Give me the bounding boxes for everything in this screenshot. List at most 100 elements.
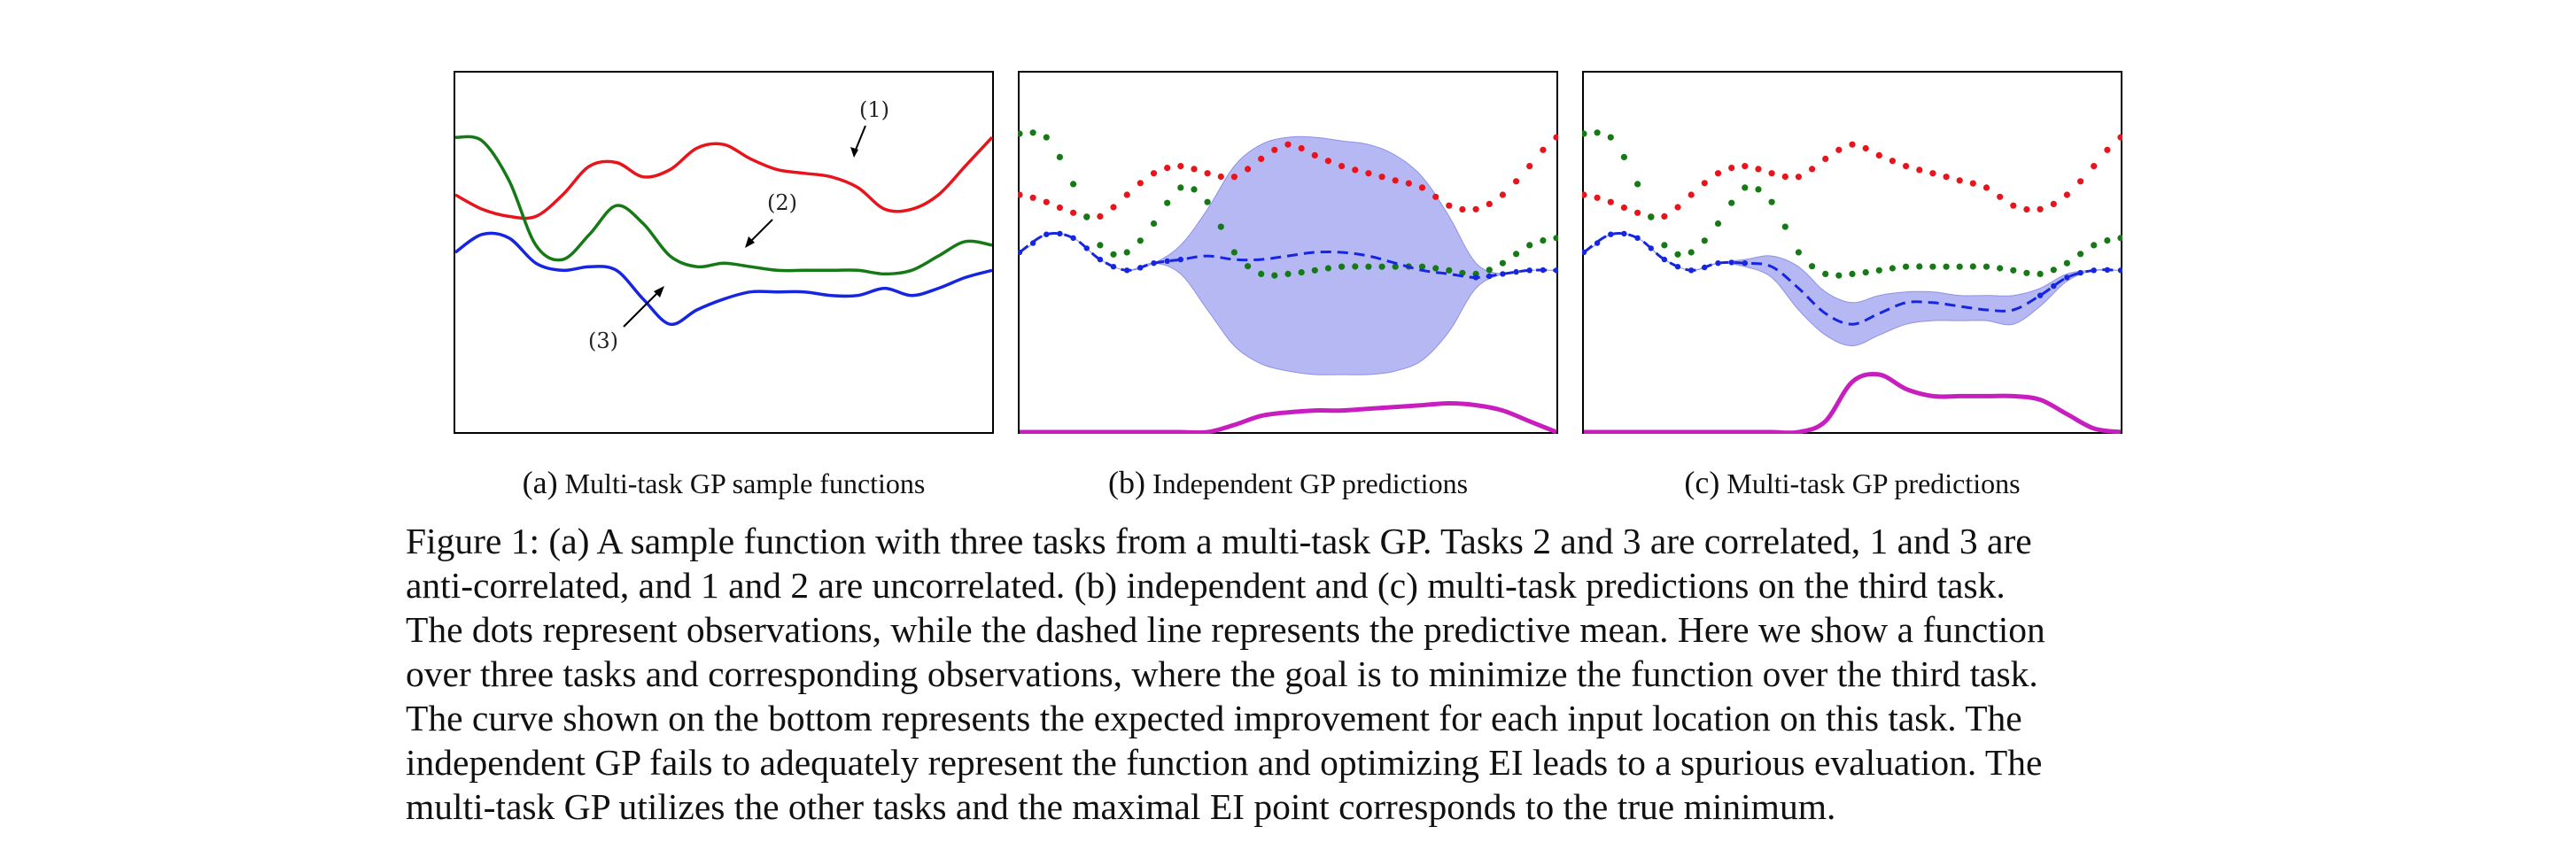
subcaption-c-text: Multi-task GP predictions: [1726, 468, 2021, 499]
annotation-label-2: (2): [767, 190, 797, 215]
task-3-observation-dot: [1057, 230, 1063, 237]
task-1-observation-dot: [1943, 174, 1950, 181]
task-1-observation-dot: [2010, 202, 2017, 209]
task-2-observation-dot: [1123, 249, 1130, 256]
task-2-observation-dot: [1969, 263, 1976, 270]
task-1-observation-dot: [1849, 141, 1856, 148]
task-2-observation-dot: [1204, 198, 1211, 205]
task-2-observation-dot: [1728, 199, 1735, 206]
task-2-observation-dot: [2117, 235, 2122, 242]
task-2-observation-dot: [1903, 263, 1910, 270]
task-2-observation-dot: [1795, 249, 1802, 256]
task-1-observation-dot: [1607, 198, 1614, 205]
predictive-mean-line: [1583, 232, 2122, 326]
task-3-observation-dot: [1164, 258, 1170, 265]
task-2-observation-dot: [1607, 134, 1614, 141]
task-2-observation-dot: [1809, 263, 1816, 270]
task-1-observation-dot: [1620, 204, 1627, 212]
task-1-observation-dot: [1392, 177, 1399, 184]
task-1-observation-dot: [1245, 166, 1252, 173]
task-2-observation-dot: [1392, 263, 1399, 270]
task-2-observation-dot: [2077, 251, 2084, 258]
task-2-observation-dot: [1298, 269, 1305, 276]
task-3-observation-dot: [2064, 274, 2070, 281]
task-1-observation-dot: [1191, 166, 1198, 173]
task-1-observation-dot: [1365, 170, 1372, 177]
task-1-observation-dot: [2104, 146, 2111, 153]
caption-line: over three tasks and corresponding obser…: [406, 653, 2038, 694]
panel-c-plot: [1582, 71, 2122, 434]
predictive-mean-line: [1019, 232, 1557, 279]
task-3-observation-dot: [1621, 230, 1627, 237]
subcaption-b: (b) Independent GP predictions: [1018, 464, 1558, 501]
task-2-observation-dot: [1177, 184, 1184, 191]
task-1-observation-dot: [1553, 134, 1558, 141]
task-1-observation-dot: [1903, 163, 1910, 170]
task-2-observation-dot: [1499, 259, 1506, 267]
annotation-3: (3): [588, 286, 664, 353]
task-1-observation-dot: [1997, 193, 2004, 200]
task-3-observation-dot: [1513, 268, 1519, 275]
task-1-observation-dot: [1137, 180, 1144, 187]
task-2-observation-dot: [1097, 242, 1104, 249]
task-2-observation-dot: [1271, 272, 1278, 279]
task-3-observation-dot: [2051, 282, 2057, 290]
task-2-observation-dot: [1018, 130, 1023, 137]
task-2-observation-dot: [1553, 235, 1558, 242]
caption-line: independent GP fails to adequately repre…: [406, 742, 2043, 783]
task-2-observation-dot: [2063, 259, 2070, 267]
task-2-observation-dot: [1648, 213, 1655, 220]
task-1-observation-dot: [2077, 178, 2084, 185]
task-1-observation-dot: [2023, 205, 2030, 213]
panel-c-frame: [1582, 71, 2122, 434]
task-2-observation-dot: [1862, 269, 1869, 276]
task-2-observation-dot: [1230, 249, 1238, 256]
task-1-observation-dot: [2063, 191, 2070, 198]
task-2-observation-dot: [2023, 269, 2030, 276]
caption-line: anti-correlated, and 1 and 2 are uncorre…: [406, 565, 2006, 606]
task-2-observation-dot: [1338, 263, 1346, 270]
task-1-observation-dot: [1674, 204, 1681, 211]
task-1-observation-dot: [1982, 184, 1990, 191]
task-1-observation-dot: [1056, 204, 1063, 212]
task-1-observation-dot: [1969, 180, 1976, 187]
task-2-observation-dot: [1620, 153, 1627, 160]
task-1-observation-dot: [2117, 134, 2122, 141]
task-2-observation-dot: [2050, 267, 2057, 274]
subcaption-a-tag: (a): [522, 465, 558, 500]
task-2-observation-dot: [1043, 134, 1050, 141]
task-2-observation-dot: [1311, 267, 1318, 274]
panel-b-independent-gp: [1018, 71, 1558, 434]
caption-line: The curve shown on the bottom represents…: [406, 698, 2022, 738]
task-2-observation-dot: [1365, 263, 1372, 270]
task-2-observation-dot: [1889, 265, 1896, 272]
task-1-observation-dot: [1217, 173, 1224, 181]
task-2-observation-dot: [1513, 251, 1520, 258]
task-2-observation-dot: [1245, 263, 1252, 270]
task-1-observation-dot: [1432, 193, 1439, 200]
subcaption-c-tag: (c): [1684, 465, 1720, 500]
subcaption-a: (a) Multi-task GP sample functions: [454, 464, 994, 501]
task-2-observation-dot: [1956, 263, 1963, 270]
task-1-observation-dot: [2050, 200, 2057, 207]
task-2-observation-dot: [1083, 213, 1090, 220]
task-2-observation-dot: [1997, 265, 2004, 272]
task-1-observation-dot: [1352, 166, 1359, 174]
task-1-observation-dot: [1472, 205, 1479, 212]
annotation-1: (1): [850, 97, 889, 158]
task-2-observation-dot: [1432, 265, 1439, 272]
task-1-observation-dot: [1809, 166, 1816, 173]
annotation-label-1: (1): [859, 97, 889, 122]
task-1-observation-dot: [2091, 163, 2098, 170]
task-1-observation-dot: [1070, 209, 1077, 216]
task-1-observation-dot: [1728, 165, 1735, 172]
annotation-label-3: (3): [588, 328, 618, 353]
subcaption-c: (c) Multi-task GP predictions: [1582, 464, 2122, 501]
task-2-observation-dot: [1755, 186, 1762, 193]
task-1-observation-dot: [1862, 144, 1869, 152]
task-1-observation-dot: [1338, 163, 1346, 170]
task-1-observation-dot: [1781, 173, 1788, 181]
task-1-observation-dot: [1875, 151, 1882, 158]
task-1-observation-dot: [1822, 155, 1829, 162]
task-1-observation-dot: [1043, 198, 1050, 205]
